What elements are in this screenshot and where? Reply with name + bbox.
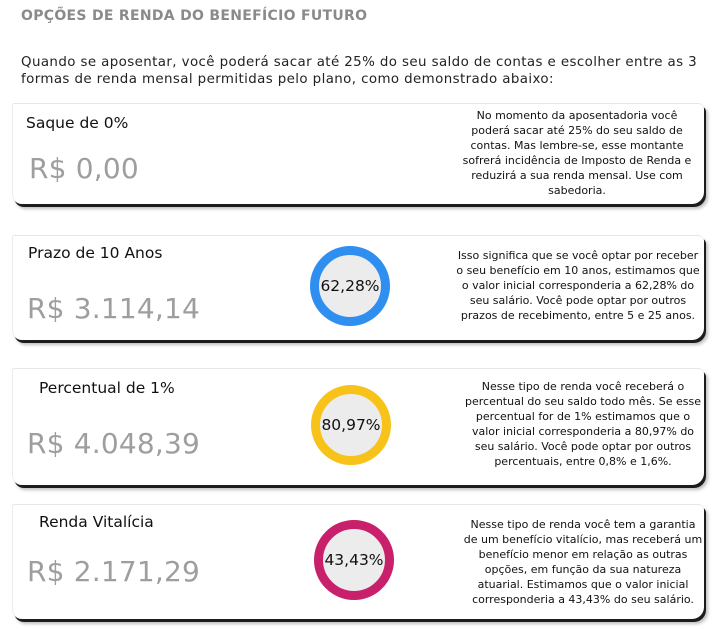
page-title: OPÇÕES DE RENDA DO BENEFÍCIO FUTURO: [21, 8, 368, 24]
option-card-percentual: Percentual de 1% R$ 4.048,39 80,97% Ness…: [12, 368, 704, 485]
option-description: Nesse tipo de renda você tem a garantia …: [463, 518, 703, 606]
option-name: Saque de 0%: [26, 114, 129, 132]
percentage-label: 62,28%: [320, 277, 380, 295]
percentage-ring: 43,43%: [314, 520, 394, 600]
option-card-vitalicia: Renda Vitalícia R$ 2.171,29 43,43% Nesse…: [12, 504, 704, 619]
option-description: Nesse tipo de renda você receberá o perc…: [464, 380, 701, 468]
percentage-ring: 62,28%: [310, 246, 390, 326]
option-card-saque: Saque de 0% R$ 0,00 No momento da aposen…: [12, 103, 704, 204]
option-name: Prazo de 10 Anos: [28, 244, 163, 262]
option-card-prazo: Prazo de 10 Anos R$ 3.114,14 62,28% Isso…: [12, 235, 704, 340]
option-value: R$ 0,00: [29, 152, 139, 185]
percentage-label: 43,43%: [324, 551, 384, 569]
option-description: No momento da aposentadoria você poderá …: [462, 109, 692, 197]
option-name: Percentual de 1%: [39, 379, 175, 397]
option-value: R$ 3.114,14: [27, 292, 201, 325]
option-name: Renda Vitalícia: [39, 513, 154, 531]
intro-text: Quando se aposentar, você poderá sacar a…: [21, 55, 698, 87]
option-value: R$ 4.048,39: [27, 427, 201, 460]
option-value: R$ 2.171,29: [27, 555, 201, 588]
option-description: Isso significa que se você optar por rec…: [456, 249, 700, 322]
percentage-ring: 80,97%: [311, 385, 391, 465]
percentage-label: 80,97%: [321, 416, 381, 434]
